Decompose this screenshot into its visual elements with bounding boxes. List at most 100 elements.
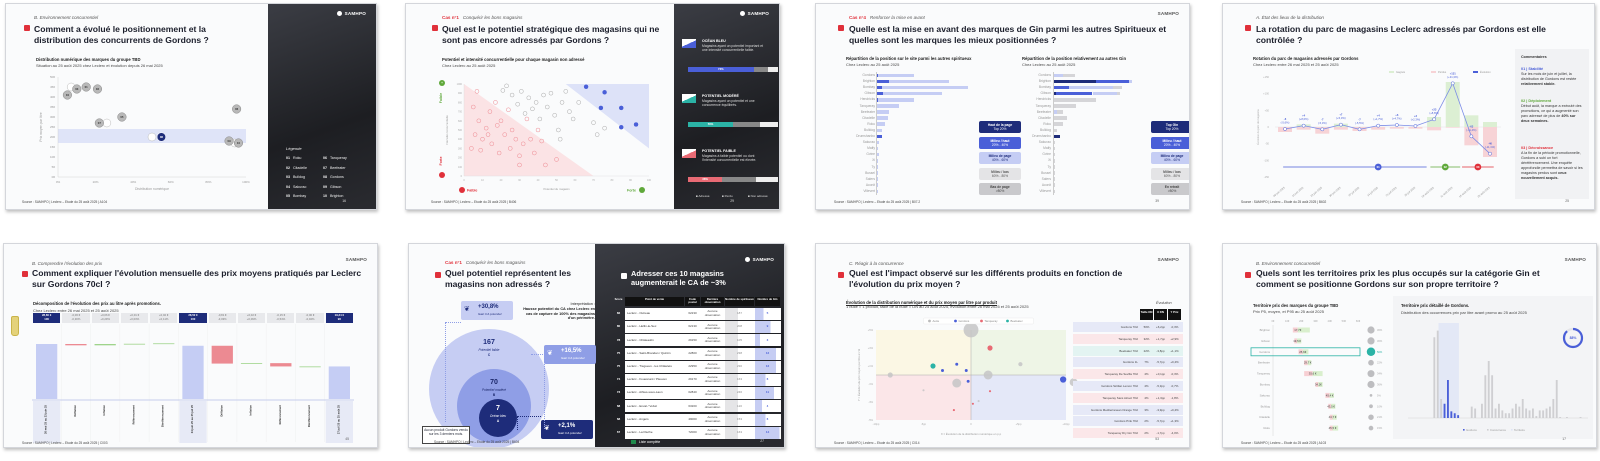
gain-label: Gain CA potentiel bbox=[478, 312, 502, 316]
lost-bar bbox=[1445, 127, 1460, 128]
table-row[interactable]: 67 Leclerc - La Flèche 72000 Aucune observa… bbox=[613, 426, 781, 439]
table-row[interactable]: 80 Leclerc - Hellin-le-Sec 62130 Aucune obs… bbox=[613, 321, 781, 334]
legend-name: Brighton bbox=[330, 194, 344, 198]
legend-dot bbox=[928, 319, 931, 323]
x-date-label: 04 août 2025 bbox=[1421, 185, 1436, 198]
brand-label: Brighton bbox=[862, 79, 875, 84]
comment-heading: 03 | Décroissance bbox=[1521, 146, 1554, 150]
segment-label: POTENTIEL MODÉRÉ bbox=[702, 94, 739, 98]
y-tick-label: -100 bbox=[1264, 158, 1270, 162]
evolution-label: -63 bbox=[1469, 124, 1473, 128]
store-point bbox=[517, 153, 522, 159]
y-tick-label: 0 bbox=[1268, 125, 1270, 129]
table-cell: 50% bbox=[1143, 325, 1150, 329]
slide-thumbnail-1[interactable]: B. Environnement concurrentiel Comment a… bbox=[5, 3, 377, 210]
x-tick-label: 0 bbox=[970, 422, 972, 426]
table-row[interactable]: 78 Leclerc - Châteaulin 29150 Aucune observ… bbox=[613, 334, 781, 347]
position-legend-box: Milieu / bas 60% - 80% bbox=[979, 167, 1021, 180]
slide-thumbnail-4[interactable]: A. État des lieux de la distribution La … bbox=[1222, 3, 1595, 210]
brand-label: Tanqueray bbox=[1257, 372, 1271, 376]
legend-id: 01 bbox=[286, 156, 290, 160]
table-row[interactable]: 74 Leclerc - Fouesnant / Pleuven 29170 Aucu… bbox=[613, 374, 781, 386]
x-date-label: 30 juin 2025 bbox=[1328, 185, 1342, 198]
slide-thumbnail-2[interactable]: Cas n°1 Conquérir les bons magasins Quel … bbox=[405, 3, 780, 210]
brand-label: Sakurao bbox=[1260, 393, 1271, 397]
gained-bar bbox=[1445, 82, 1460, 127]
evolution-pct-label: (-5,5%) bbox=[1355, 121, 1364, 125]
panel-title: Adresser ces 10 magasins augmenterait le… bbox=[631, 269, 726, 287]
y-tick-label: 0 bbox=[461, 175, 463, 178]
price-range-high bbox=[1331, 403, 1336, 409]
comment-text: A la fin de la période promotionnelle, G… bbox=[1521, 151, 1583, 175]
store-point bbox=[526, 95, 531, 101]
left-chart-title: Répartition de la position sur le site p… bbox=[846, 56, 972, 61]
legend-range-value: 20% - 40% bbox=[991, 142, 1009, 147]
column-label: 26 mai 25 au 23 juin 25 bbox=[44, 404, 48, 433]
slide-thumbnail-3[interactable]: Cas n°4 Renforcer la mise en avant Quelle… bbox=[815, 3, 1190, 210]
slide-thumbnail-5[interactable]: B. Comprendre l'évolution des prix Comme… bbox=[3, 243, 378, 448]
segment-progress-other bbox=[733, 122, 760, 127]
product-name: Gordons 70cl bbox=[1120, 325, 1138, 329]
table-row[interactable]: 68 Leclerc - Enval / Volvic 63200 Aucune ob… bbox=[613, 400, 781, 413]
store-point bbox=[570, 116, 576, 122]
table-cell: 246 bbox=[725, 387, 754, 400]
table-row[interactable]: 68 Leclerc - Angers 49000 Aucune observatio… bbox=[613, 413, 781, 426]
y-tick-label: 25€ bbox=[50, 125, 55, 129]
brand-label: Bombay bbox=[1038, 85, 1051, 90]
table-cell: Leclerc - Angers bbox=[627, 416, 649, 421]
legend-swatch bbox=[1431, 71, 1436, 73]
brand-bubble-label: 02 bbox=[96, 87, 100, 91]
legend-id: 04 bbox=[286, 184, 290, 189]
delta-value: +0,01 € bbox=[129, 313, 140, 317]
interpretation: Interprétation : Hausse potentiel du CA … bbox=[521, 302, 595, 321]
y-axis-label: Y = Évolution du prix moyen par litre en… bbox=[856, 348, 861, 401]
legend-name: Gordons bbox=[330, 175, 344, 179]
brand-label: Tanqueray bbox=[1035, 103, 1051, 108]
logo: SAMHPO bbox=[345, 257, 367, 262]
source-note: Source : SAMHPO | Leclerc – Etude du 25 … bbox=[431, 200, 517, 204]
brand-label: Villevert bbox=[863, 188, 875, 193]
phase-number: 03 bbox=[1476, 165, 1480, 169]
table-row[interactable]: 82 Leclerc - Outreau 62230 Aucune observati… bbox=[613, 308, 781, 320]
store-point bbox=[594, 132, 600, 137]
panel-legend-item: ■ Adressé bbox=[696, 194, 710, 198]
table-row[interactable]: 73 Leclerc - Athies-sous-Laon 02840 Aucune … bbox=[613, 387, 781, 400]
page-number: 39 bbox=[1155, 199, 1159, 203]
dark-side-panel bbox=[268, 4, 376, 209]
slide-thumbnail-8[interactable]: B. Environnement concurrentiel Quels son… bbox=[1222, 243, 1597, 448]
gordons-bin bbox=[1450, 411, 1453, 418]
gordons-bin bbox=[1453, 413, 1456, 418]
gordons-bin bbox=[1457, 415, 1460, 418]
x-date-label: 09 juin 2025 bbox=[1272, 185, 1286, 198]
legend-range-value: Top 20% bbox=[1165, 127, 1179, 131]
store-point bbox=[487, 109, 493, 114]
table-row: Gordons Mediterranean Orange 70cl 3% -3,9p… bbox=[1073, 404, 1183, 415]
slide-thumbnail-7[interactable]: C. Réagir à la concurrence Quel est l'im… bbox=[815, 243, 1190, 448]
decrease-bar bbox=[270, 363, 292, 367]
bar-segment bbox=[1054, 85, 1070, 90]
slide-thumbnail-6[interactable]: Cas n°1 Conquérir les bons magasins Quel … bbox=[408, 243, 785, 448]
table-cell: -5,3pp bbox=[1156, 384, 1165, 388]
bar-segment bbox=[1054, 183, 1055, 187]
store-point bbox=[496, 150, 502, 156]
store-point bbox=[469, 146, 474, 151]
delta-value: 28,60 € bbox=[41, 313, 52, 317]
potential-circle-A: 7 Océan bleu A bbox=[479, 399, 517, 437]
table-cell: 73 bbox=[616, 390, 621, 395]
table-row[interactable]: 75 Leclerc - Saint-Brandan / Quintin 22800… bbox=[613, 347, 781, 360]
delta-percent: -0,30% bbox=[71, 316, 81, 321]
legend-name: Bulldog bbox=[293, 175, 305, 179]
evolution-point bbox=[1339, 122, 1343, 127]
price-range-low bbox=[1329, 425, 1333, 431]
position-legend-box: Milieu / haut 20% - 40% bbox=[1151, 136, 1189, 149]
bar-segment bbox=[1056, 91, 1093, 96]
legend-label: Beefeater bbox=[1011, 319, 1023, 323]
full-list-link[interactable]: Liste complète bbox=[631, 440, 660, 445]
legend-swatch bbox=[1487, 429, 1489, 431]
brand-bubble bbox=[81, 82, 91, 92]
legend-range-value: Top 20% bbox=[993, 127, 1007, 131]
competitor-bin bbox=[1508, 413, 1511, 418]
table-cell: +0,4% bbox=[1170, 360, 1179, 365]
table-row[interactable]: 75 Leclerc - Trégueux - les Châtelets 2295… bbox=[613, 360, 781, 373]
store-point bbox=[476, 118, 482, 124]
